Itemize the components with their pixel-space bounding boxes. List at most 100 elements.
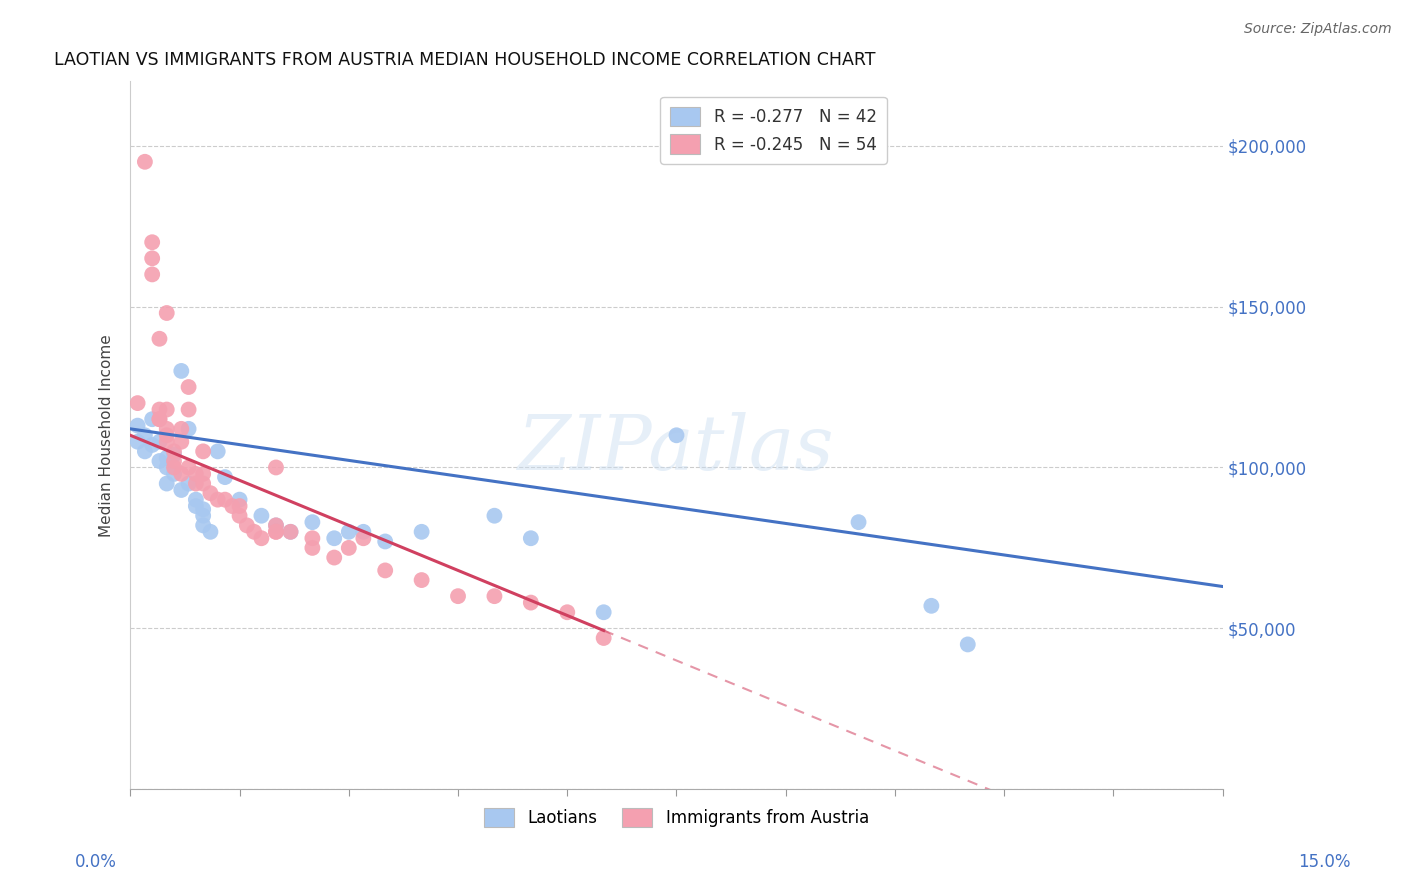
Point <box>148 434 170 449</box>
Point <box>170 422 193 436</box>
Point <box>163 454 186 468</box>
Point <box>323 531 346 545</box>
Point <box>170 434 193 449</box>
Point <box>411 524 433 539</box>
Point <box>374 534 396 549</box>
Point <box>156 428 179 442</box>
Point <box>127 418 149 433</box>
Point <box>264 518 287 533</box>
Point <box>236 518 259 533</box>
Point <box>520 596 543 610</box>
Point <box>170 364 193 378</box>
Point <box>156 460 179 475</box>
Text: 0.0%: 0.0% <box>75 853 117 871</box>
Point <box>200 524 222 539</box>
Point <box>243 524 266 539</box>
Point <box>592 631 614 645</box>
Point <box>250 531 273 545</box>
Point <box>323 550 346 565</box>
Point <box>280 524 302 539</box>
Point <box>163 448 186 462</box>
Point <box>555 605 578 619</box>
Point <box>156 422 179 436</box>
Point <box>484 508 506 523</box>
Point <box>177 460 200 475</box>
Point <box>228 492 250 507</box>
Point <box>374 563 396 577</box>
Point <box>200 486 222 500</box>
Text: Source: ZipAtlas.com: Source: ZipAtlas.com <box>1244 22 1392 37</box>
Point <box>214 470 236 484</box>
Point <box>134 428 156 442</box>
Point <box>191 508 214 523</box>
Point <box>184 492 207 507</box>
Point <box>127 434 149 449</box>
Point <box>848 515 870 529</box>
Point <box>221 499 243 513</box>
Point <box>228 508 250 523</box>
Point <box>163 467 186 481</box>
Point <box>170 467 193 481</box>
Point <box>177 402 200 417</box>
Point <box>141 438 163 452</box>
Point <box>191 444 214 458</box>
Point <box>141 412 163 426</box>
Legend: Laotians, Immigrants from Austria: Laotians, Immigrants from Austria <box>478 801 876 834</box>
Point <box>177 422 200 436</box>
Point <box>207 444 229 458</box>
Point <box>352 531 374 545</box>
Point <box>191 467 214 481</box>
Point <box>170 483 193 497</box>
Point <box>156 476 179 491</box>
Point <box>141 252 163 266</box>
Point <box>163 444 186 458</box>
Point <box>301 531 323 545</box>
Point <box>148 402 170 417</box>
Point <box>301 515 323 529</box>
Point <box>301 541 323 555</box>
Point <box>280 524 302 539</box>
Point <box>352 524 374 539</box>
Point <box>484 589 506 603</box>
Point <box>127 396 149 410</box>
Point <box>665 428 688 442</box>
Point <box>411 573 433 587</box>
Point <box>148 412 170 426</box>
Point <box>337 541 360 555</box>
Point <box>156 402 179 417</box>
Point <box>184 476 207 491</box>
Point <box>191 502 214 516</box>
Point <box>250 508 273 523</box>
Point <box>141 235 163 250</box>
Point <box>177 380 200 394</box>
Point <box>520 531 543 545</box>
Text: 15.0%: 15.0% <box>1298 853 1351 871</box>
Point <box>264 460 287 475</box>
Point <box>191 476 214 491</box>
Point <box>214 492 236 507</box>
Point <box>956 637 979 651</box>
Point <box>207 492 229 507</box>
Point <box>134 154 156 169</box>
Point <box>264 518 287 533</box>
Text: LAOTIAN VS IMMIGRANTS FROM AUSTRIA MEDIAN HOUSEHOLD INCOME CORRELATION CHART: LAOTIAN VS IMMIGRANTS FROM AUSTRIA MEDIA… <box>53 51 876 69</box>
Point <box>184 467 207 481</box>
Point <box>177 476 200 491</box>
Text: ZIPatlas: ZIPatlas <box>519 412 835 486</box>
Point <box>148 412 170 426</box>
Point <box>156 450 179 465</box>
Point <box>264 524 287 539</box>
Point <box>163 460 186 475</box>
Point <box>156 434 179 449</box>
Point <box>184 499 207 513</box>
Point <box>141 268 163 282</box>
Point <box>156 306 179 320</box>
Point <box>264 524 287 539</box>
Point <box>148 454 170 468</box>
Point <box>134 444 156 458</box>
Point <box>447 589 470 603</box>
Point <box>228 499 250 513</box>
Point <box>191 518 214 533</box>
Point <box>920 599 942 613</box>
Point <box>148 332 170 346</box>
